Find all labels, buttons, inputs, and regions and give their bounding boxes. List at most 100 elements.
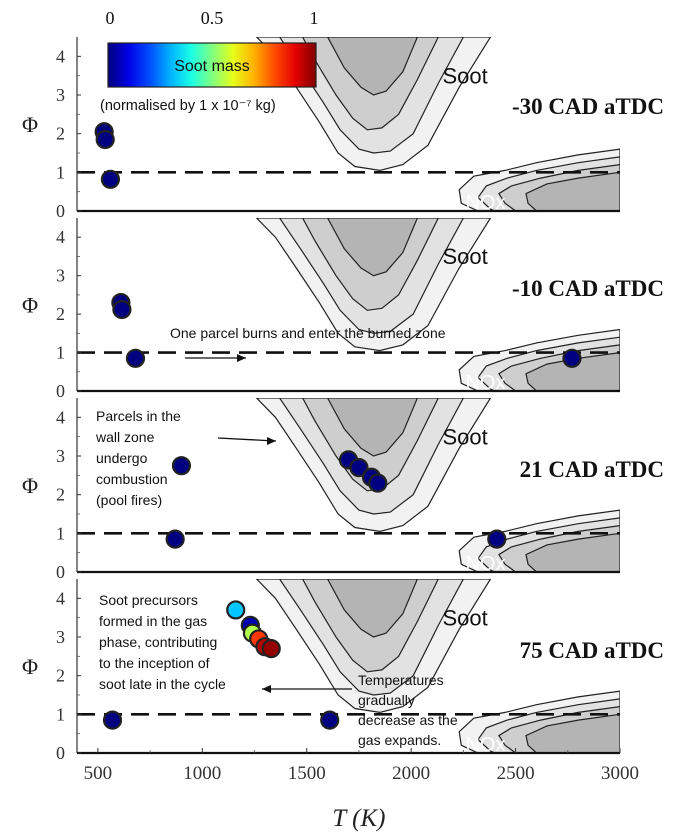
annotation-arrowhead <box>262 685 271 693</box>
panel-2: Soot NOx 0 1 2 3 4 Φ -10 CAD aTDC <box>22 218 664 401</box>
y-tick-label: 2 <box>56 124 65 144</box>
data-point <box>487 529 507 549</box>
y-tick-label: 0 <box>56 201 65 221</box>
nox-contour-4 <box>525 171 620 211</box>
panel-4: Soot NOx 0 1 2 3 4 Φ 75 CAD aTDC <box>22 579 664 763</box>
annotation-text: (pool fires) <box>96 492 162 508</box>
colorbar-gradient <box>107 42 317 88</box>
y-tick-label: 4 <box>56 46 65 66</box>
annotation-text: Temperatures <box>358 672 444 688</box>
soot-region-label: Soot <box>442 244 487 269</box>
data-point <box>368 473 388 493</box>
data-point <box>112 299 132 320</box>
soot-mass-colorbar: Soot mass 0 0.5 1 (normalised by 1 x 10⁻⁷ kg… <box>100 8 319 114</box>
y-tick-label: 1 <box>56 162 65 182</box>
colorbar-tick-label: 0.5 <box>201 8 224 28</box>
panel-title: 21 CAD aTDC <box>520 457 664 482</box>
annotation-arrowhead <box>267 437 276 445</box>
annotation-text: One parcel burns and enter the burned zo… <box>170 325 446 341</box>
region-shading <box>255 37 620 211</box>
data-point <box>171 456 192 476</box>
annotation-text: combustion <box>96 471 168 487</box>
data-point <box>226 600 246 620</box>
x-tick-label: 3000 <box>601 763 639 784</box>
x-tick-label: 1500 <box>288 763 326 784</box>
y-tick-label: 2 <box>56 666 65 686</box>
y-tick-label: 2 <box>56 304 65 324</box>
soot-contour-4 <box>326 398 419 457</box>
data-point <box>125 348 146 368</box>
y-tick-label: 0 <box>56 381 65 401</box>
colorbar-tick-label: 0 <box>106 8 115 28</box>
y-axis-label: Φ <box>22 473 38 498</box>
annotation-text: Parcels in the <box>96 408 181 424</box>
region-shading <box>255 398 620 572</box>
y-axis-label: Φ <box>22 654 38 679</box>
nox-region-label: NOx <box>465 734 505 756</box>
region-shading <box>255 579 620 753</box>
data-point <box>102 710 123 730</box>
y-tick-label: 0 <box>56 562 65 582</box>
annotation-text: formed in the gas <box>99 613 207 629</box>
y-tick-label: 4 <box>56 407 65 427</box>
soot-region-label: Soot <box>442 63 487 88</box>
soot-contour-4 <box>326 579 419 638</box>
soot-region-label: Soot <box>442 424 487 449</box>
y-tick-label: 3 <box>56 266 65 286</box>
annotation-text: soot late in the cycle <box>99 676 226 692</box>
y-tick-label: 2 <box>56 485 65 505</box>
annotation-arrow <box>217 437 277 442</box>
annotation-text: undergo <box>96 450 148 466</box>
data-point <box>100 169 121 189</box>
nox-region-label: NOx <box>465 372 505 394</box>
x-axis: 500 1000 1500 2000 2500 3000 T (K) <box>84 748 639 832</box>
x-tick-label: 2500 <box>497 763 535 784</box>
data-point <box>562 348 582 368</box>
soot-contour-4 <box>326 218 419 277</box>
annotation-text: gas expands. <box>358 732 441 748</box>
annotation-text: wall zone <box>95 429 155 445</box>
y-tick-label: 1 <box>56 523 65 543</box>
x-tick-label: 500 <box>84 763 113 784</box>
y-tick-label: 3 <box>56 446 65 466</box>
x-axis-label: T (K) <box>332 805 385 832</box>
panel-title: -10 CAD aTDC <box>512 276 664 301</box>
annotation-text: decrease as the <box>358 712 458 728</box>
y-tick-label: 3 <box>56 85 65 105</box>
panel-3: Soot NOx 0 1 2 3 4 Φ 21 CAD aTDC <box>22 398 664 582</box>
data-point <box>165 529 185 549</box>
region-shading <box>255 218 620 391</box>
y-tick-label: 1 <box>56 343 65 363</box>
soot-contour-4 <box>326 37 419 96</box>
nox-region-label: NOx <box>465 553 505 575</box>
colorbar-label: Soot mass <box>174 58 250 75</box>
annotation-text: gradually <box>358 692 415 708</box>
y-tick-label: 4 <box>56 227 65 247</box>
annotation-text: Soot precursors <box>99 592 198 608</box>
annotations: One parcel burns and enter the burned zo… <box>95 325 458 748</box>
y-axis-label: Φ <box>22 112 38 137</box>
annotation-text: phase, contributing <box>99 634 217 650</box>
y-tick-label: 0 <box>56 743 65 763</box>
x-tick-label: 1000 <box>183 763 221 784</box>
data-point <box>320 710 340 730</box>
nox-contour-4 <box>525 713 620 753</box>
x-tick-label: 2000 <box>392 763 430 784</box>
data-point <box>261 638 281 659</box>
annotation-arrowhead <box>237 354 246 362</box>
colorbar-normalisation-note: (normalised by 1 x 10⁻⁷ kg) <box>100 98 276 114</box>
y-axis-label: Φ <box>22 293 38 318</box>
panel-title: 75 CAD aTDC <box>520 638 664 663</box>
annotation-text: to the inception of <box>99 655 210 671</box>
nox-contour-4 <box>525 532 620 572</box>
y-tick-label: 3 <box>56 627 65 647</box>
y-tick-label: 4 <box>56 588 65 608</box>
data-point <box>349 458 369 478</box>
soot-region-label: Soot <box>442 605 487 630</box>
data-point <box>95 129 115 150</box>
panel-1: Soot NOx 0 1 2 3 4 Φ -30 CAD aTDC <box>22 37 664 221</box>
nox-region-label: NOx <box>465 192 505 214</box>
colorbar-tick-label: 1 <box>310 8 319 28</box>
y-tick-label: 1 <box>56 704 65 724</box>
